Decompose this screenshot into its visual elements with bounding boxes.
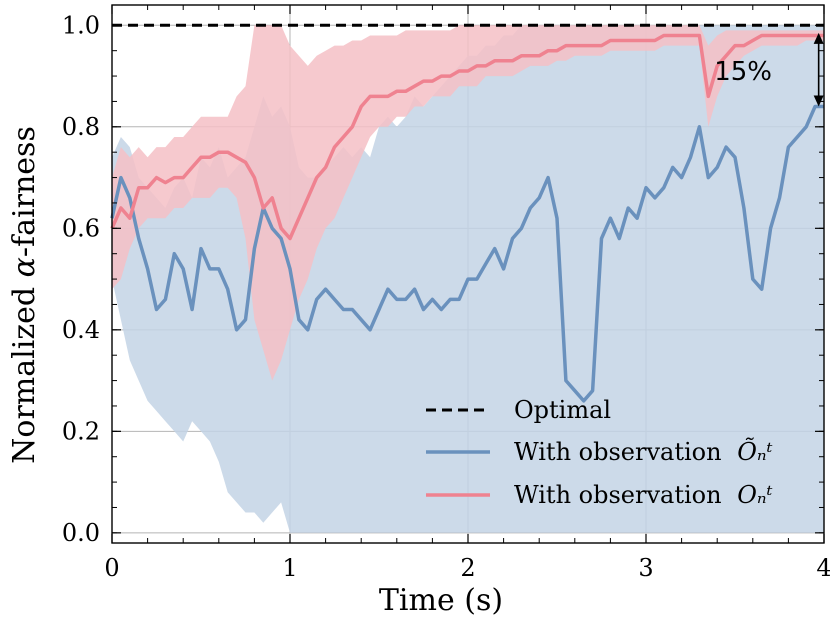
y-axis-label-symbol: α xyxy=(7,257,42,277)
legend-label-optimal: Optimal xyxy=(514,396,611,424)
y-tick-label: 0.2 xyxy=(62,417,100,445)
legend-label-red-symbol: Oₙᵗ xyxy=(737,481,772,509)
y-tick-label: 0.6 xyxy=(62,214,100,242)
y-axis-label-prefix: Normalized xyxy=(7,277,42,463)
x-axis-label: Time (s) xyxy=(379,583,503,618)
gap-arrow-head-top xyxy=(813,32,824,44)
legend-label-red-text: With observation xyxy=(514,481,729,509)
series-line-blue xyxy=(110,104,824,403)
legend-label-blue-text: With observation xyxy=(514,438,729,466)
band-red xyxy=(112,25,824,381)
legend-label-blue: With observation Õₙᵗ xyxy=(514,436,773,466)
y-axis-label: Normalized α-fairness xyxy=(7,126,42,464)
x-tick-label: 3 xyxy=(638,554,653,582)
y-tick-label: 1.0 xyxy=(62,11,100,39)
legend-label-red: With observation Oₙᵗ xyxy=(514,481,773,509)
x-tick-label: 4 xyxy=(816,554,830,582)
plot-frame xyxy=(111,4,825,544)
y-tick-label: 0.8 xyxy=(62,113,100,141)
tick-labels: 0 1 2 3 4 0.0 0.2 0.4 0.6 0.8 1.0 xyxy=(62,11,830,582)
gap-arrow-head-bottom xyxy=(813,95,824,107)
x-tick-label: 1 xyxy=(282,554,297,582)
y-tick-label: 0.0 xyxy=(62,519,100,547)
series-line-red xyxy=(110,33,824,241)
legend: Optimal With observation Õₙᵗ With observ… xyxy=(426,396,773,509)
series-lines xyxy=(110,23,824,403)
x-tick-label: 2 xyxy=(460,554,475,582)
gap-annotation-label: 15% xyxy=(714,57,772,87)
gap-annotation: 15% xyxy=(714,32,824,107)
x-tick-label: 0 xyxy=(104,554,119,582)
y-axis-label-suffix: -fairness xyxy=(7,126,42,257)
legend-label-optimal-text: Optimal xyxy=(514,396,611,424)
y-tick-label: 0.4 xyxy=(62,316,100,344)
legend-label-blue-symbol: Õₙᵗ xyxy=(737,436,772,466)
